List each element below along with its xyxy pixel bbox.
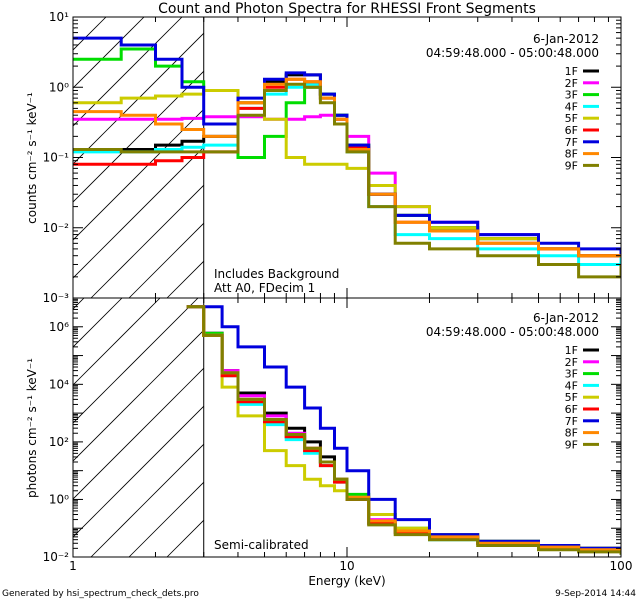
legend-label-4F: 4F xyxy=(565,100,578,113)
hatch-line xyxy=(547,257,640,557)
hatch-line xyxy=(205,257,505,557)
hatch-line xyxy=(128,222,204,298)
hatch-line xyxy=(471,257,640,557)
hatch-line xyxy=(0,0,11,298)
legend-label-3F: 3F xyxy=(565,89,578,102)
top-ylabel: counts cm⁻² s⁻¹ keV⁻¹ xyxy=(25,92,39,224)
y-tick-label: 10⁰ xyxy=(49,492,69,506)
legend-label-6F: 6F xyxy=(565,124,578,137)
y-tick-label: 10⁻² xyxy=(43,550,70,564)
hatch-line xyxy=(73,329,204,462)
legend-label-5F: 5F xyxy=(565,391,578,404)
series-line-3F xyxy=(186,305,621,550)
series-line-5F xyxy=(186,305,621,552)
hatch-line xyxy=(73,298,161,386)
y-tick-label: 10⁴ xyxy=(49,377,69,391)
x-tick-label: 10 xyxy=(339,559,354,573)
legend-label-8F: 8F xyxy=(565,148,578,161)
series-line-1F xyxy=(186,305,621,552)
hatch-line xyxy=(623,0,640,298)
top-annotation-attenuator: Att A0, FDecim 1 xyxy=(214,281,315,295)
legend-label-2F: 2F xyxy=(565,77,578,90)
legend-label-3F: 3F xyxy=(565,368,578,381)
legend-label-1F: 1F xyxy=(565,65,578,78)
bottom-ylabel: photons cm⁻² s⁻¹ keV⁻¹ xyxy=(25,358,39,498)
hatch-line xyxy=(73,405,204,538)
legend-label-9F: 9F xyxy=(565,438,578,451)
hatch-line xyxy=(73,17,107,51)
footer-generator: Generated by hsi_spectrum_check_dets.pro xyxy=(2,589,199,599)
hatch-line xyxy=(0,257,11,557)
hatch-line xyxy=(166,260,204,298)
legend-label-5F: 5F xyxy=(565,112,578,125)
bottom-panel: 1 10 100 10⁻² 10⁰ 10² 10⁴ 10⁶ photons cm⁻² s⁻¹ … xyxy=(0,257,640,588)
y-tick-label: 10⁶ xyxy=(49,320,69,334)
series-line-6F xyxy=(186,305,621,553)
bottom-annotation-calibration: Semi-calibrated xyxy=(214,538,309,552)
legend-label-8F: 8F xyxy=(565,427,578,440)
top-legend-time: 04:59:48.000 - 05:00:48.000 xyxy=(426,46,599,60)
series-line-8F xyxy=(186,305,621,553)
hatch-line xyxy=(395,257,640,557)
hatch-line xyxy=(90,443,204,557)
top-annotation-background: Includes Background xyxy=(214,267,339,281)
hatch-line xyxy=(73,367,204,500)
footer-date: 9-Sep-2014 14:44 xyxy=(555,589,636,599)
hatch-line xyxy=(395,0,640,298)
bottom-legend-date: 6-Jan-2012 xyxy=(533,311,599,325)
hatch-line xyxy=(243,257,543,557)
y-tick-label: 10⁻² xyxy=(43,221,70,235)
legend-label-4F: 4F xyxy=(565,379,578,392)
series-line-9F xyxy=(73,82,621,279)
series-group-top xyxy=(73,36,621,279)
y-tick-label: 10² xyxy=(49,435,69,449)
axes-top: 10⁻³ 10⁻² 10⁻¹ 10⁰ 10¹ xyxy=(43,10,621,305)
legend-label-2F: 2F xyxy=(565,356,578,369)
y-tick-label: 10⁻³ xyxy=(43,291,70,305)
series-line-4F xyxy=(186,305,621,555)
top-panel: 10⁻³ 10⁻² 10⁻¹ 10⁰ 10¹ counts cm⁻² s⁻¹ keV⁻¹… xyxy=(0,0,640,305)
hatch-line xyxy=(243,0,543,298)
x-tick-label: 1 xyxy=(69,559,77,573)
hatch-line xyxy=(90,184,204,298)
series-line-9F xyxy=(186,305,621,555)
y-tick-label: 10⁻¹ xyxy=(43,151,70,165)
hatch-line xyxy=(73,17,145,89)
y-tick-label: 10¹ xyxy=(49,10,69,24)
legend-label-6F: 6F xyxy=(565,403,578,416)
bottom-legend-time: 04:59:48.000 - 05:00:48.000 xyxy=(426,325,599,339)
hatch-line xyxy=(281,257,581,557)
hatch-line xyxy=(128,481,204,557)
hatch-line xyxy=(73,298,123,348)
legend-label-1F: 1F xyxy=(565,344,578,357)
hatch-line xyxy=(623,257,640,557)
xlabel: Energy (keV) xyxy=(308,574,385,588)
series-line-2F xyxy=(186,305,621,552)
legend-label-7F: 7F xyxy=(565,415,578,428)
hatch-line xyxy=(357,257,640,557)
series-line-7F xyxy=(186,305,621,552)
series-group-bottom xyxy=(186,305,621,555)
axes-bottom: 1 10 100 10⁻² 10⁰ 10² 10⁴ 10⁶ xyxy=(43,298,633,573)
legend-label-7F: 7F xyxy=(565,136,578,149)
legend-label-9F: 9F xyxy=(565,159,578,172)
y-tick-label: 10⁰ xyxy=(49,80,69,94)
figure-title: Count and Photon Spectra for RHESSI Fron… xyxy=(158,1,536,17)
top-legend-date: 6-Jan-2012 xyxy=(533,32,599,46)
hatch-line xyxy=(585,257,640,557)
x-tick-label: 100 xyxy=(610,559,633,573)
